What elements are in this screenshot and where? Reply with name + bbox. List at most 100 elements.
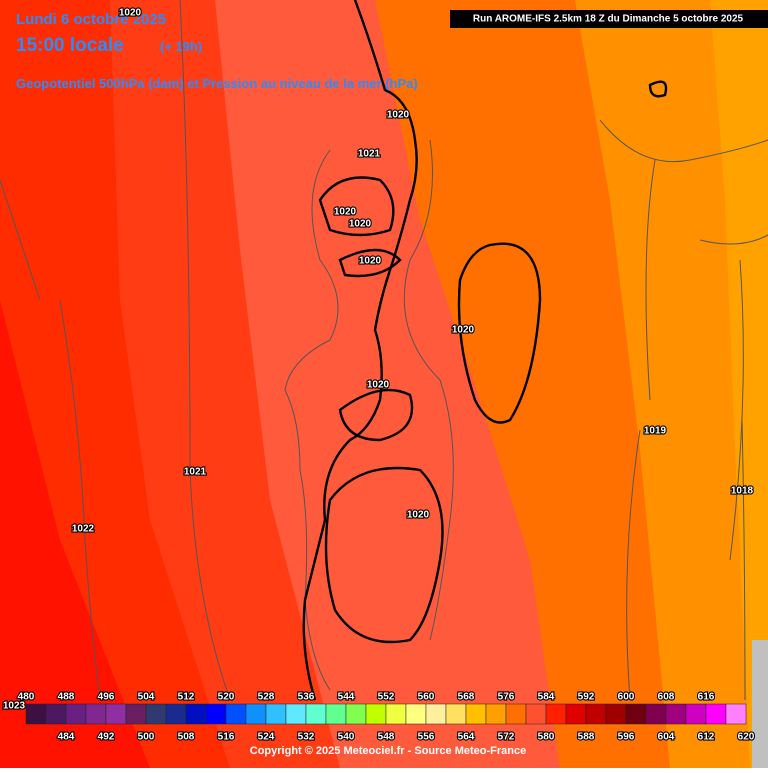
isobar: [302, 0, 418, 701]
legend-label: 568: [458, 692, 475, 703]
isobar-label: 1020: [359, 256, 382, 267]
isobar-label: 1020: [334, 207, 357, 218]
coastline: [284, 119, 768, 691]
legend-label: 496: [98, 692, 115, 703]
legend-label: 492: [98, 732, 115, 743]
band: [575, 0, 768, 768]
legend-label: 512: [178, 692, 195, 703]
subtitle: Geopotentiel 500hPa (dam) et Pression au…: [16, 76, 418, 91]
legend-swatch: [465, 703, 487, 725]
band: [710, 0, 768, 768]
isobar-label: 1020: [452, 325, 475, 336]
legend-label: 604: [658, 732, 675, 743]
isobar-label: 1020: [407, 510, 430, 521]
copyright: Copyright © 2025 Meteociel.fr - Source M…: [250, 745, 526, 757]
legend-label: 536: [298, 692, 315, 703]
legend-swatch: [245, 703, 267, 725]
legend-swatch: [305, 703, 327, 725]
legend-swatch: [625, 703, 647, 725]
legend-label: 484: [58, 732, 75, 743]
isobar-label: 1018: [731, 486, 754, 497]
legend-swatch: [105, 703, 127, 725]
legend-swatch: [385, 703, 407, 725]
lead-time: (+ 19h): [160, 39, 202, 54]
legend-swatch: [645, 703, 667, 725]
legend-swatch: [325, 703, 347, 725]
legend-label: 584: [538, 692, 555, 703]
legend-swatch: [505, 703, 527, 725]
legend-label: 592: [578, 692, 595, 703]
isobar: [318, 176, 444, 644]
time: 15:00 locale: [16, 35, 124, 56]
legend-label: 620: [738, 732, 755, 743]
isobar-label: 1023: [3, 701, 26, 712]
isobar-label: 1019: [644, 426, 667, 437]
legend-label: 540: [338, 732, 355, 743]
legend-swatch: [565, 703, 587, 725]
legend-swatch: [365, 703, 387, 725]
legend-swatch: [125, 703, 147, 725]
legend-label: 480: [18, 692, 35, 703]
legend-label: 588: [578, 732, 595, 743]
run-info: Run AROME-IFS 2.5km 18 Z du Dimanche 5 o…: [473, 14, 744, 25]
isobar-label: 1020: [367, 380, 390, 391]
legend-label: 572: [498, 732, 515, 743]
legend-label: 524: [258, 732, 275, 743]
legend-swatch: [685, 703, 707, 725]
isobar-label: 1021: [184, 467, 207, 478]
legend-swatch: [525, 703, 547, 725]
isobar-labels: 1020102010211020102010201020102010191018…: [2, 7, 755, 713]
legend-swatch: [25, 703, 47, 725]
isobar: [457, 242, 542, 424]
legend-label: 516: [218, 732, 235, 743]
legend-swatch: [285, 703, 307, 725]
legend-swatch: [425, 703, 447, 725]
legend-swatch: [85, 703, 107, 725]
legend-label: 600: [618, 692, 635, 703]
isobar-label: 1021: [358, 149, 381, 160]
legend-label: 528: [258, 692, 275, 703]
date: Lundi 6 octobre 2025: [16, 11, 166, 28]
legend-swatch: [185, 703, 207, 725]
legend-swatch: [205, 703, 227, 725]
legend-label: 612: [698, 732, 715, 743]
legend-label: 560: [418, 692, 435, 703]
legend-label: 608: [658, 692, 675, 703]
land-gray: [752, 640, 768, 768]
legend-label: 504: [138, 692, 155, 703]
legend-swatch: [705, 703, 727, 725]
legend-label: 564: [458, 732, 475, 743]
legend-label: 532: [298, 732, 315, 743]
legend-label: 488: [58, 692, 75, 703]
isobar-thin: [0, 0, 746, 701]
legend-swatch: [665, 703, 687, 725]
legend-swatch: [445, 703, 467, 725]
legend-label: 552: [378, 692, 395, 703]
legend-label: 508: [178, 732, 195, 743]
isobar-label: 1022: [72, 524, 95, 535]
legend-swatch: [165, 703, 187, 725]
legend-label: 576: [498, 692, 515, 703]
legend-swatch: [225, 703, 247, 725]
legend-swatch: [145, 703, 167, 725]
legend-label: 616: [698, 692, 715, 703]
legend-swatch: [585, 703, 607, 725]
legend-label: 548: [378, 732, 395, 743]
legend-swatch: [545, 703, 567, 725]
legend-label: 556: [418, 732, 435, 743]
legend-swatch: [725, 703, 747, 725]
legend-swatch: [45, 703, 67, 725]
legend-label: 544: [338, 692, 355, 703]
legend-label: 580: [538, 732, 555, 743]
isobar-label: 1020: [119, 8, 142, 19]
legend-swatch: [485, 703, 507, 725]
legend-label: 500: [138, 732, 155, 743]
legend-swatch: [345, 703, 367, 725]
legend-swatch: [405, 703, 427, 725]
isobar: [648, 80, 668, 98]
legend-label: 596: [618, 732, 635, 743]
legend-swatch: [265, 703, 287, 725]
color-legend: 480 484 488 492 496 500 504 508 512 516 520 524 528 5…: [17, 691, 756, 744]
run-box: [450, 10, 768, 28]
